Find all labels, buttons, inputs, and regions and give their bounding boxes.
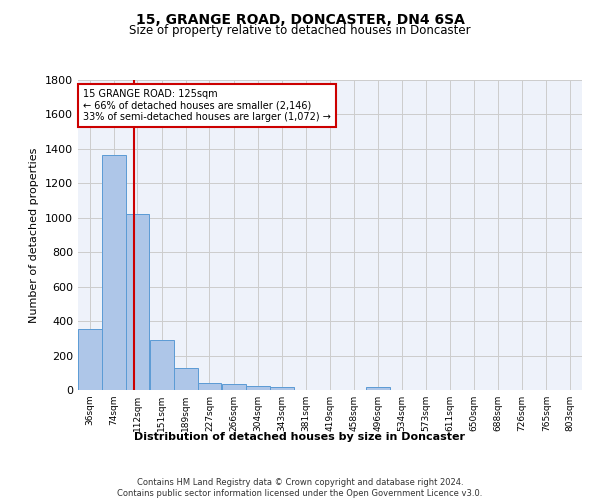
Bar bbox=[366, 386, 390, 390]
Bar bbox=[270, 387, 294, 390]
Bar bbox=[197, 383, 221, 390]
Text: Distribution of detached houses by size in Doncaster: Distribution of detached houses by size … bbox=[134, 432, 466, 442]
Bar bbox=[174, 368, 197, 390]
Bar bbox=[125, 214, 149, 390]
Y-axis label: Number of detached properties: Number of detached properties bbox=[29, 148, 40, 322]
Bar bbox=[102, 155, 125, 390]
Text: 15, GRANGE ROAD, DONCASTER, DN4 6SA: 15, GRANGE ROAD, DONCASTER, DN4 6SA bbox=[136, 12, 464, 26]
Text: Contains HM Land Registry data © Crown copyright and database right 2024.
Contai: Contains HM Land Registry data © Crown c… bbox=[118, 478, 482, 498]
Bar bbox=[246, 386, 269, 390]
Bar bbox=[78, 329, 102, 390]
Text: 15 GRANGE ROAD: 125sqm
← 66% of detached houses are smaller (2,146)
33% of semi-: 15 GRANGE ROAD: 125sqm ← 66% of detached… bbox=[83, 90, 331, 122]
Bar bbox=[222, 384, 246, 390]
Text: Size of property relative to detached houses in Doncaster: Size of property relative to detached ho… bbox=[129, 24, 471, 37]
Bar bbox=[150, 340, 174, 390]
